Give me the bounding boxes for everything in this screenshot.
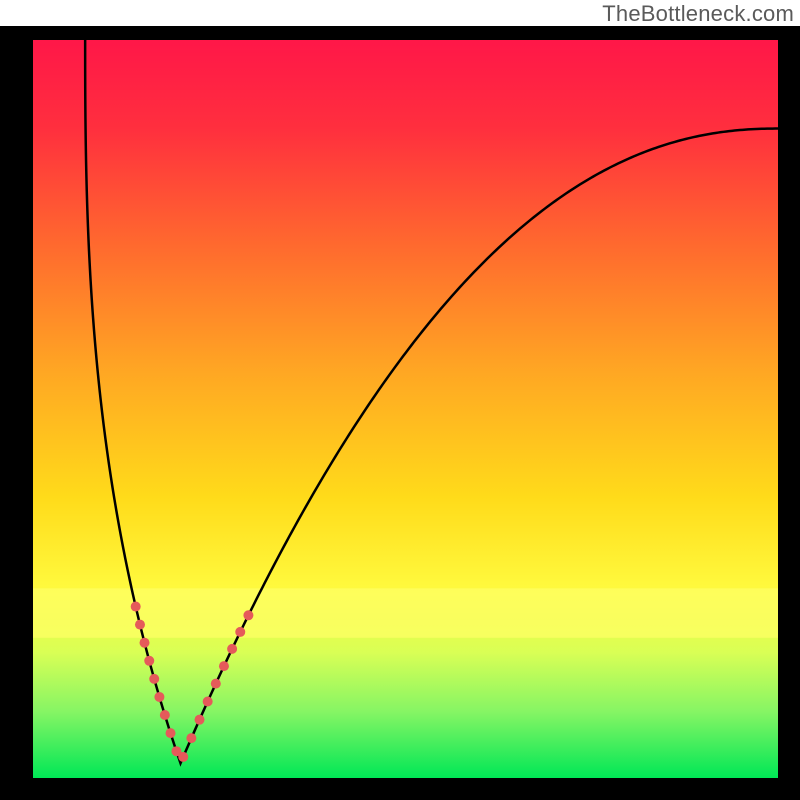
sweet-spot-dot	[144, 656, 154, 666]
sweet-spot-dot	[178, 752, 188, 762]
sweet-spot-dot	[243, 610, 253, 620]
sweet-spot-dot	[186, 733, 196, 743]
frame-left	[0, 26, 33, 800]
sweet-spot-dot	[203, 697, 213, 707]
frame-top	[0, 26, 800, 40]
yellow-band-overlay	[33, 588, 778, 637]
chart-svg	[0, 0, 800, 800]
sweet-spot-dot	[131, 602, 141, 612]
bottleneck-chart-root: { "watermark": { "text": "TheBottleneck.…	[0, 0, 800, 800]
sweet-spot-dot	[140, 638, 150, 648]
sweet-spot-dot	[195, 715, 205, 725]
sweet-spot-dot	[135, 620, 145, 630]
sweet-spot-dot	[211, 679, 221, 689]
sweet-spot-dot	[149, 674, 159, 684]
sweet-spot-dot	[235, 627, 245, 637]
frame-bottom	[0, 778, 800, 800]
sweet-spot-dot	[160, 710, 170, 720]
sweet-spot-dot	[166, 728, 176, 738]
sweet-spot-dot	[154, 692, 164, 702]
watermark-text: TheBottleneck.com	[602, 0, 800, 28]
sweet-spot-dot	[219, 661, 229, 671]
sweet-spot-dot	[227, 644, 237, 654]
frame-right	[778, 26, 800, 800]
gradient-background	[33, 40, 778, 778]
